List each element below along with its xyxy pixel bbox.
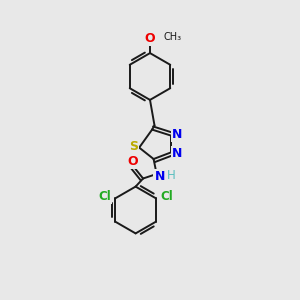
- Text: S: S: [129, 140, 138, 154]
- Text: N: N: [154, 170, 165, 183]
- Text: O: O: [145, 32, 155, 45]
- Text: N: N: [172, 147, 182, 160]
- Text: O: O: [128, 154, 138, 168]
- Text: Cl: Cl: [160, 190, 173, 203]
- Text: CH₃: CH₃: [163, 32, 181, 43]
- Text: H: H: [167, 169, 176, 182]
- Text: Cl: Cl: [98, 190, 111, 203]
- Text: N: N: [172, 128, 182, 141]
